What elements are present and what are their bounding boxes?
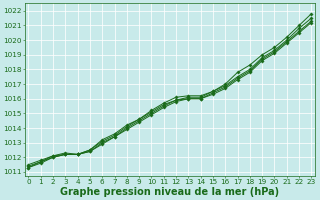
X-axis label: Graphe pression niveau de la mer (hPa): Graphe pression niveau de la mer (hPa): [60, 187, 279, 197]
